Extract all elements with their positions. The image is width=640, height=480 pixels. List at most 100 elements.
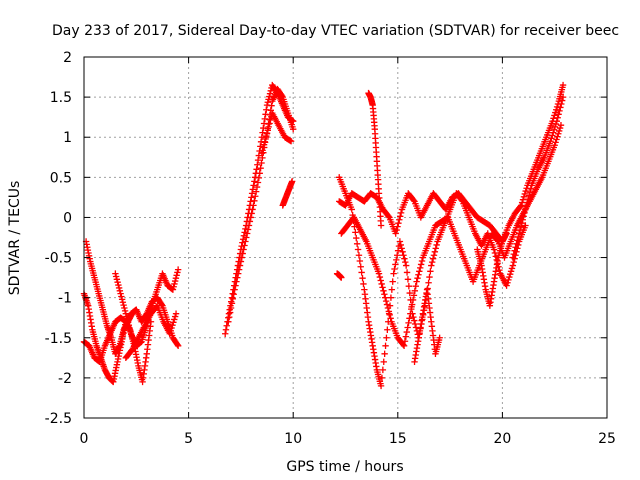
data-point	[394, 247, 402, 254]
data-point	[503, 230, 510, 237]
series-s14	[365, 89, 385, 229]
data-point	[506, 270, 514, 278]
data-point	[125, 321, 133, 329]
data-point	[490, 246, 498, 253]
data-point	[118, 293, 125, 300]
data-point	[411, 320, 419, 328]
data-point	[396, 216, 403, 223]
data-point	[357, 263, 364, 270]
x-tick-label: 10	[284, 431, 302, 447]
data-point	[261, 138, 269, 146]
data-point	[387, 294, 395, 301]
data-point	[233, 278, 240, 285]
data-point	[169, 286, 177, 293]
data-point	[229, 295, 237, 303]
data-point	[510, 258, 517, 266]
data-point	[505, 276, 512, 284]
data-point	[404, 276, 412, 283]
data-point	[551, 112, 558, 119]
data-point	[412, 283, 419, 290]
data-point	[169, 321, 176, 329]
data-point	[553, 117, 560, 125]
data-point	[550, 129, 557, 136]
data-point	[509, 254, 517, 261]
series-s17	[509, 93, 567, 261]
data-point	[396, 238, 404, 245]
data-point	[228, 300, 236, 307]
data-point	[430, 252, 438, 259]
data-point	[378, 374, 386, 382]
data-point	[431, 248, 439, 256]
data-point	[397, 209, 405, 217]
data-point	[519, 216, 526, 223]
series-s11	[336, 174, 529, 390]
data-point	[383, 301, 391, 308]
data-point	[410, 313, 417, 321]
series-s8	[258, 85, 297, 157]
data-point	[507, 268, 515, 275]
data-point	[522, 206, 529, 213]
data-point	[167, 327, 174, 335]
data-point	[248, 210, 255, 217]
series-s9	[279, 178, 296, 209]
data-point	[416, 268, 423, 275]
data-point	[382, 294, 389, 301]
data-point	[265, 120, 272, 128]
x-axis-label: GPS time / hours	[286, 459, 403, 475]
plot-frame	[83, 56, 608, 419]
data-point	[118, 296, 126, 303]
data-point	[378, 280, 385, 288]
data-point	[382, 297, 390, 305]
data-point	[552, 139, 559, 146]
data-point	[377, 277, 384, 284]
data-point	[552, 106, 560, 113]
data-point	[413, 278, 420, 285]
data-point	[245, 222, 253, 229]
data-point	[393, 256, 400, 264]
data-point	[402, 262, 410, 269]
data-point	[127, 327, 134, 335]
data-point	[549, 132, 556, 139]
data-point	[415, 271, 422, 278]
data-point	[244, 226, 252, 233]
data-point	[238, 254, 245, 261]
data-point	[398, 245, 405, 252]
data-point	[117, 290, 124, 297]
data-point	[516, 226, 524, 234]
data-point	[515, 233, 522, 241]
data-point	[235, 270, 242, 277]
data-point	[518, 219, 526, 227]
data-point	[240, 246, 247, 253]
data-point	[234, 274, 241, 281]
data-point	[173, 272, 180, 279]
data-point	[266, 116, 273, 123]
data-point	[254, 179, 262, 186]
y-tick-label: 1.5	[50, 90, 72, 106]
data-point	[172, 274, 180, 282]
data-point	[394, 252, 401, 259]
data-point	[407, 310, 414, 317]
data-point	[555, 130, 562, 137]
data-point	[356, 257, 364, 265]
data-point	[504, 279, 511, 286]
data-point	[396, 213, 404, 220]
data-point	[557, 121, 565, 129]
data-point	[521, 190, 529, 198]
series-s16	[474, 230, 510, 309]
data-point	[243, 234, 250, 241]
y-tick-label: -2	[58, 371, 72, 387]
data-point	[122, 310, 130, 317]
data-point	[236, 262, 244, 269]
data-point	[522, 222, 529, 229]
data-point	[116, 287, 124, 294]
data-point	[248, 190, 256, 197]
data-point	[394, 223, 401, 230]
data-point	[383, 334, 390, 341]
data-point	[242, 238, 249, 245]
grid	[84, 57, 607, 418]
data-point	[390, 270, 397, 277]
data-point	[524, 199, 531, 206]
data-point	[253, 183, 261, 191]
data-point	[397, 241, 404, 249]
data-point	[555, 127, 563, 135]
